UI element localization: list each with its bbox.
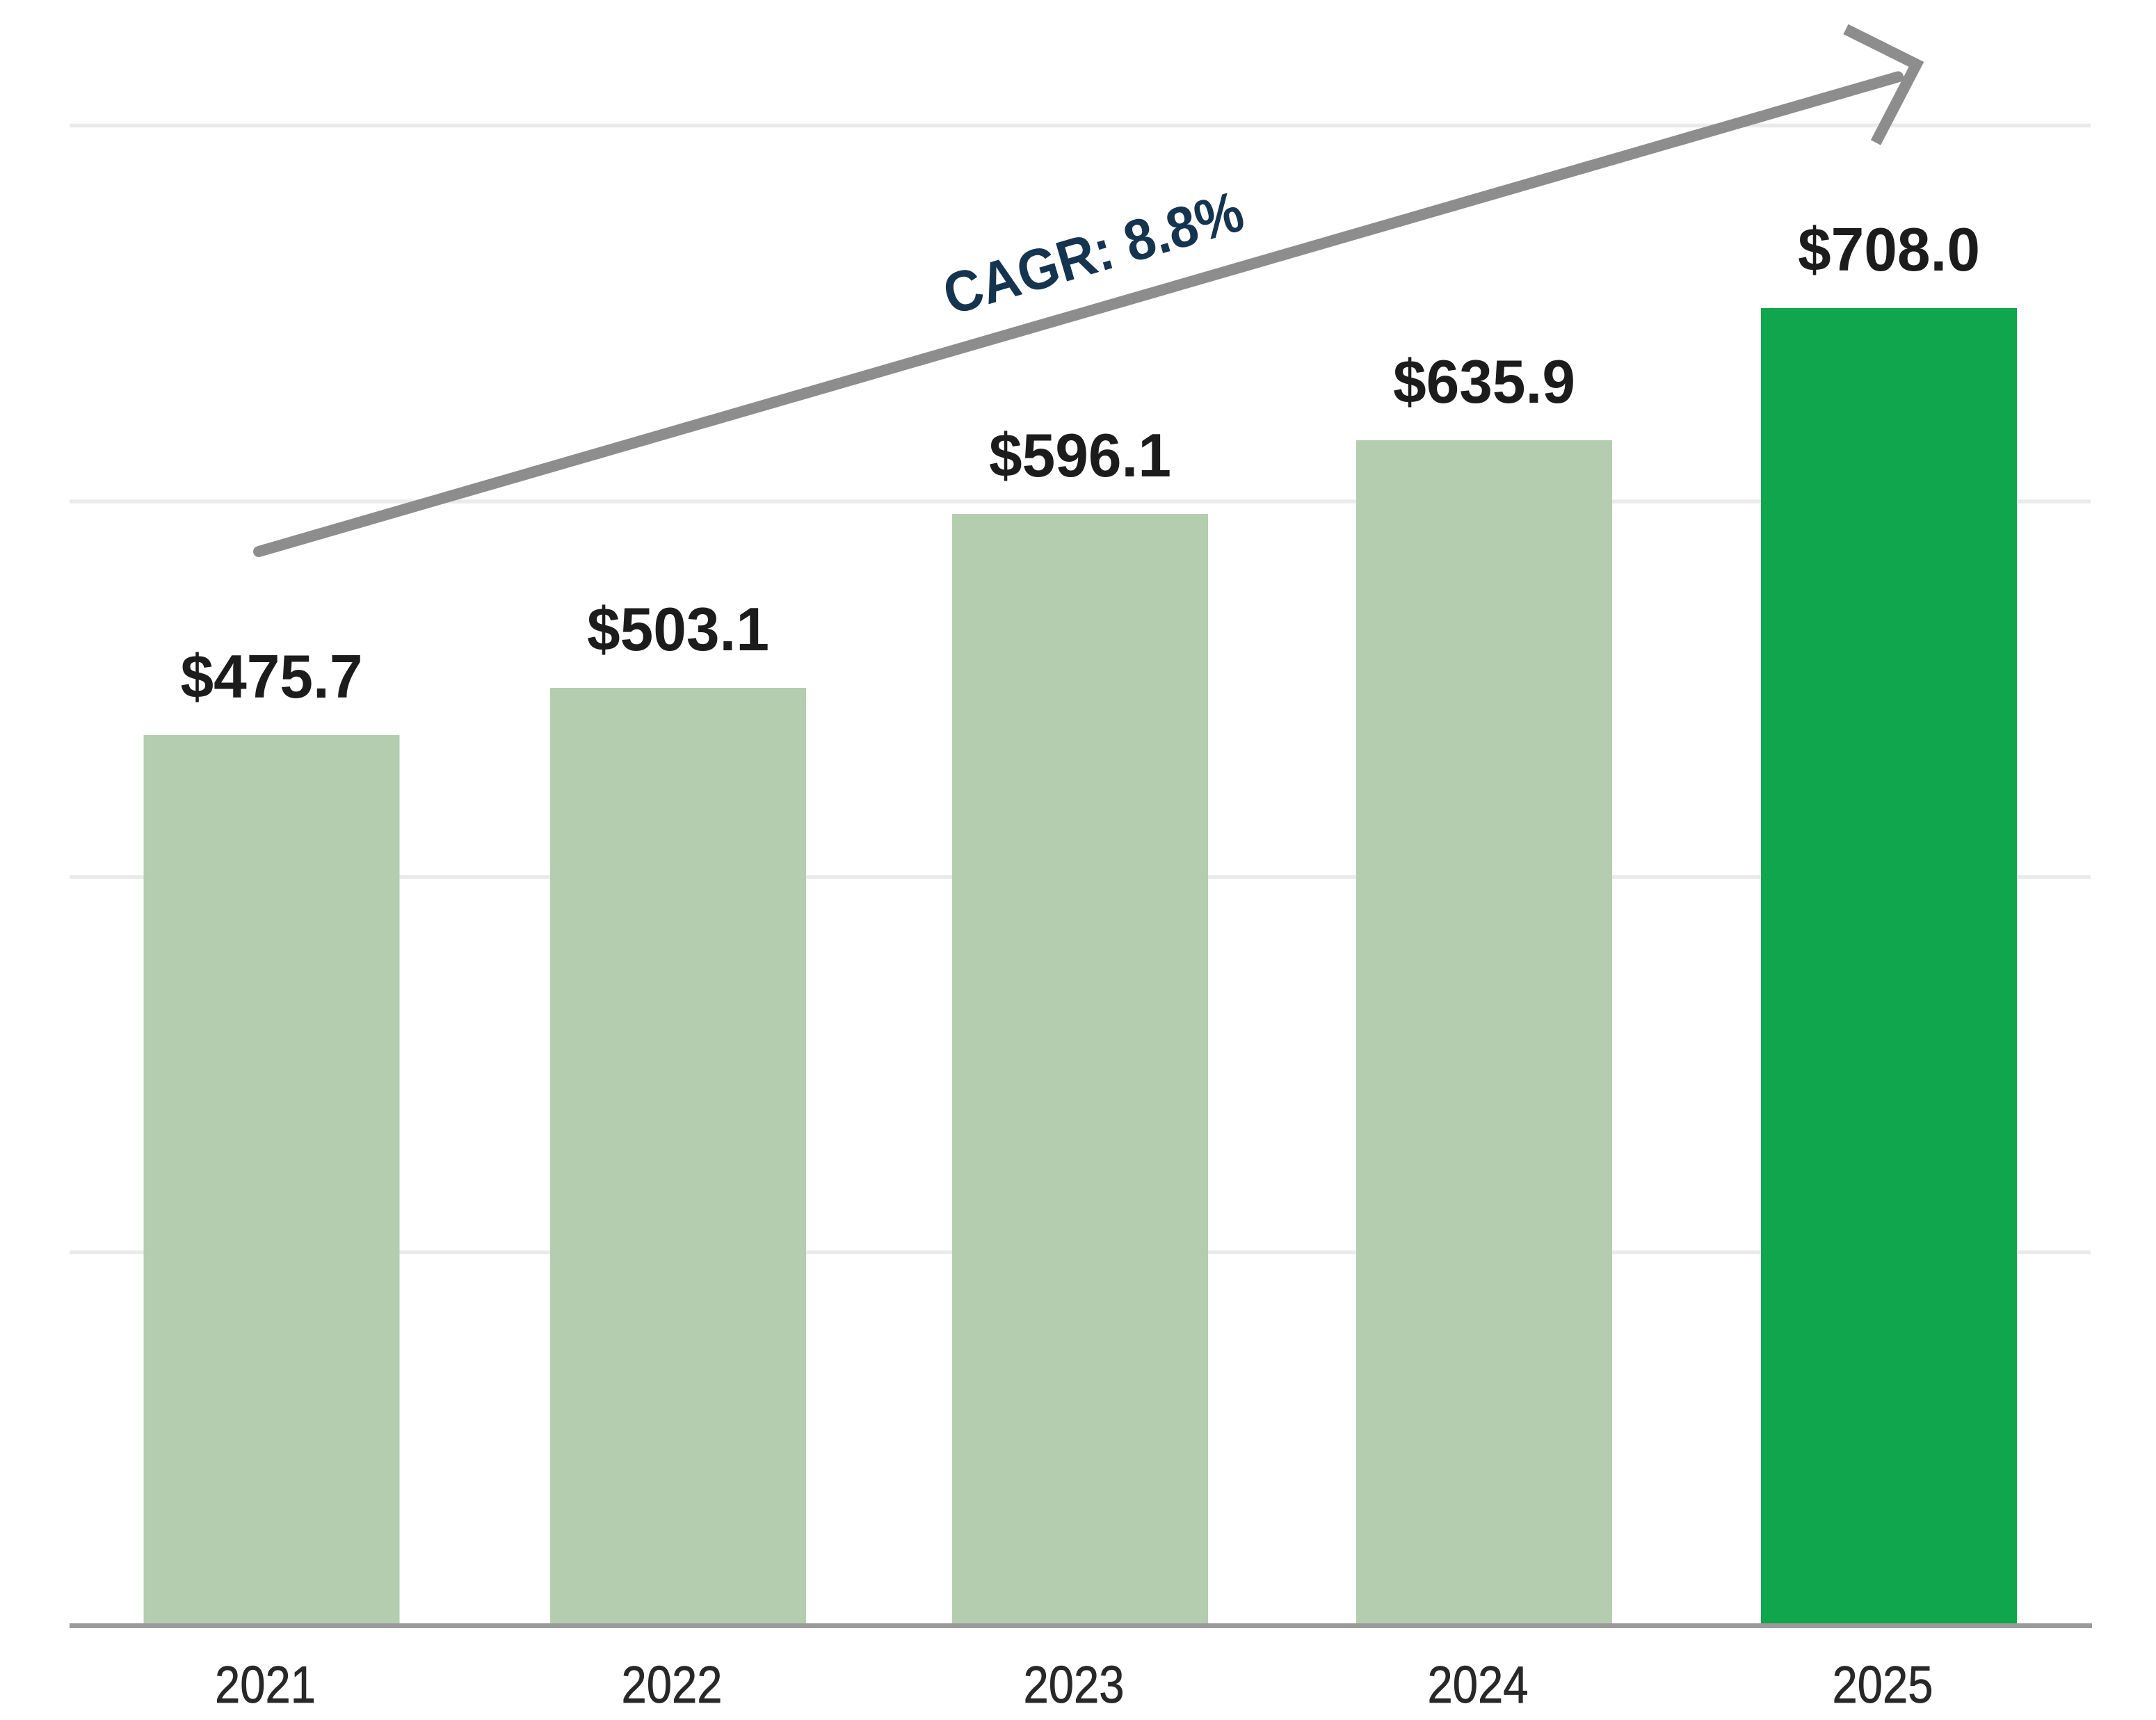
svg-text:$596.1: $596.1	[989, 421, 1171, 490]
svg-text:2024: 2024	[1428, 1655, 1529, 1714]
svg-text:2023: 2023	[1024, 1655, 1125, 1714]
svg-text:$635.9: $635.9	[1393, 347, 1575, 416]
svg-text:$475.7: $475.7	[181, 642, 363, 711]
svg-text:2022: 2022	[622, 1655, 723, 1714]
svg-text:2025: 2025	[1833, 1655, 1933, 1714]
svg-text:$708.0: $708.0	[1798, 215, 1980, 284]
svg-text:$503.1: $503.1	[587, 595, 769, 664]
svg-text:2021: 2021	[215, 1655, 316, 1714]
